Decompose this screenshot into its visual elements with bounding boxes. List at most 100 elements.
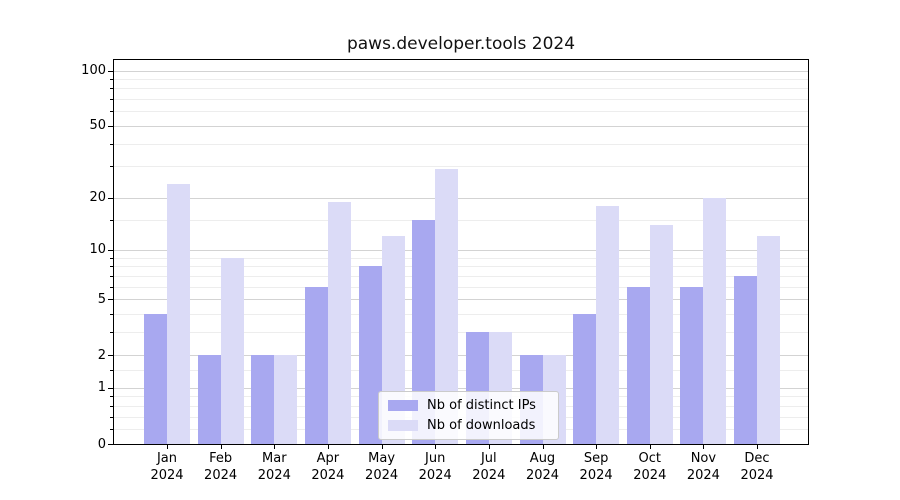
y-tick-label: 20 xyxy=(89,190,106,206)
y-gridline-major xyxy=(114,70,808,72)
y-tick-minor xyxy=(110,219,113,221)
bar-downloads-jan xyxy=(167,183,190,444)
y-tick-label: 1 xyxy=(97,380,106,396)
y-tick-label: 100 xyxy=(81,63,106,78)
x-tick xyxy=(757,445,758,449)
x-tick xyxy=(488,445,490,449)
legend-swatch-distinct-ips xyxy=(388,400,418,411)
x-tick xyxy=(596,445,598,449)
y-tick-label: 2 xyxy=(97,347,106,363)
bar-distinct-ips-nov xyxy=(680,286,704,444)
x-tick xyxy=(703,445,705,449)
y-gridline-minor xyxy=(114,257,808,259)
bar-distinct-ips-sep xyxy=(573,313,597,444)
bar-downloads-nov xyxy=(703,197,727,444)
x-tick xyxy=(435,445,437,449)
y-tick xyxy=(108,70,113,72)
y-gridline-minor xyxy=(114,166,808,168)
x-tick-label: Dec 2024 xyxy=(740,451,774,483)
bar-distinct-ips-jan xyxy=(144,313,167,444)
bar-downloads-sep xyxy=(596,205,620,444)
y-gridline-minor xyxy=(114,369,808,371)
y-tick-minor xyxy=(110,416,113,418)
y-tick-minor xyxy=(110,99,113,100)
legend-label-downloads: Nb of downloads xyxy=(427,418,536,433)
bar-downloads-dec xyxy=(757,236,780,444)
y-gridline-minor xyxy=(114,286,808,288)
y-gridline-minor xyxy=(114,143,808,145)
bar-downloads-apr xyxy=(327,201,351,444)
bar-downloads-mar xyxy=(274,355,298,444)
y-tick-minor xyxy=(110,369,113,371)
y-tick xyxy=(108,125,113,127)
x-tick xyxy=(542,445,544,449)
y-gridline-major xyxy=(114,249,808,251)
x-tick xyxy=(381,445,383,449)
y-tick-minor xyxy=(110,286,113,288)
x-tick xyxy=(327,445,329,449)
y-tick-minor xyxy=(110,429,113,431)
bar-distinct-ips-dec xyxy=(734,275,757,444)
x-tick xyxy=(167,445,168,449)
x-tick-label: Jan 2024 xyxy=(150,451,184,483)
x-tick-label: Jun 2024 xyxy=(418,451,452,483)
legend-item-distinct-ips: Nb of distinct IPs xyxy=(388,398,549,413)
x-tick-label: Sep 2024 xyxy=(579,451,613,483)
x-tick xyxy=(649,445,651,449)
x-tick-label: Jul 2024 xyxy=(472,451,506,483)
y-tick-minor xyxy=(110,88,113,90)
x-tick xyxy=(220,445,222,449)
y-tick-minor xyxy=(110,257,113,259)
y-gridline-minor xyxy=(114,111,808,113)
y-tick-minor xyxy=(110,406,113,407)
y-gridline-minor xyxy=(114,99,808,100)
x-tick-label: Aug 2024 xyxy=(525,451,560,483)
y-tick xyxy=(108,249,113,251)
bar-distinct-ips-may xyxy=(358,266,382,444)
y-tick-minor xyxy=(110,396,113,398)
y-gridline-major xyxy=(114,299,808,300)
y-gridline-minor xyxy=(114,219,808,221)
plot-area xyxy=(113,59,809,445)
y-tick-minor xyxy=(110,111,113,113)
y-tick-minor xyxy=(110,166,113,168)
y-gridline-minor xyxy=(114,78,808,80)
x-tick-label: Apr 2024 xyxy=(311,451,345,483)
bar-distinct-ips-feb xyxy=(197,355,221,444)
y-tick xyxy=(108,444,113,445)
y-tick xyxy=(108,387,113,389)
y-gridline-minor xyxy=(114,313,808,315)
legend: Nb of distinct IPs Nb of downloads xyxy=(378,391,559,440)
y-gridline-major xyxy=(114,125,808,127)
y-gridline-major xyxy=(114,387,808,389)
x-tick-label: Feb 2024 xyxy=(204,451,238,483)
bar-distinct-ips-jun xyxy=(412,219,436,444)
y-tick xyxy=(108,197,113,199)
y-gridline-minor xyxy=(114,275,808,277)
x-tick-label: Nov 2024 xyxy=(686,451,720,483)
chart-title: paws.developer.tools 2024 xyxy=(346,34,576,54)
bar-distinct-ips-oct xyxy=(626,286,650,444)
x-tick-label: Mar 2024 xyxy=(257,451,291,483)
y-tick xyxy=(108,355,113,357)
bar-downloads-oct xyxy=(649,224,673,444)
y-tick-minor xyxy=(110,266,113,268)
x-tick-label: Oct 2024 xyxy=(633,451,667,483)
y-gridline-minor xyxy=(114,331,808,333)
y-tick-minor xyxy=(110,313,113,315)
bar-downloads-feb xyxy=(220,257,244,444)
legend-swatch-downloads xyxy=(388,420,418,431)
bar-distinct-ips-apr xyxy=(304,286,328,444)
y-gridline-major xyxy=(114,355,808,357)
y-gridline-major xyxy=(114,197,808,199)
x-tick-label: May 2024 xyxy=(365,451,399,483)
bar-distinct-ips-mar xyxy=(251,355,275,444)
y-tick-minor xyxy=(110,331,113,333)
bar-downloads-jun xyxy=(435,168,459,444)
legend-item-downloads: Nb of downloads xyxy=(388,418,549,433)
y-tick-label: 0 xyxy=(97,436,106,452)
y-tick-minor xyxy=(110,143,113,145)
y-gridline-minor xyxy=(114,88,808,90)
y-tick-minor xyxy=(110,275,113,277)
